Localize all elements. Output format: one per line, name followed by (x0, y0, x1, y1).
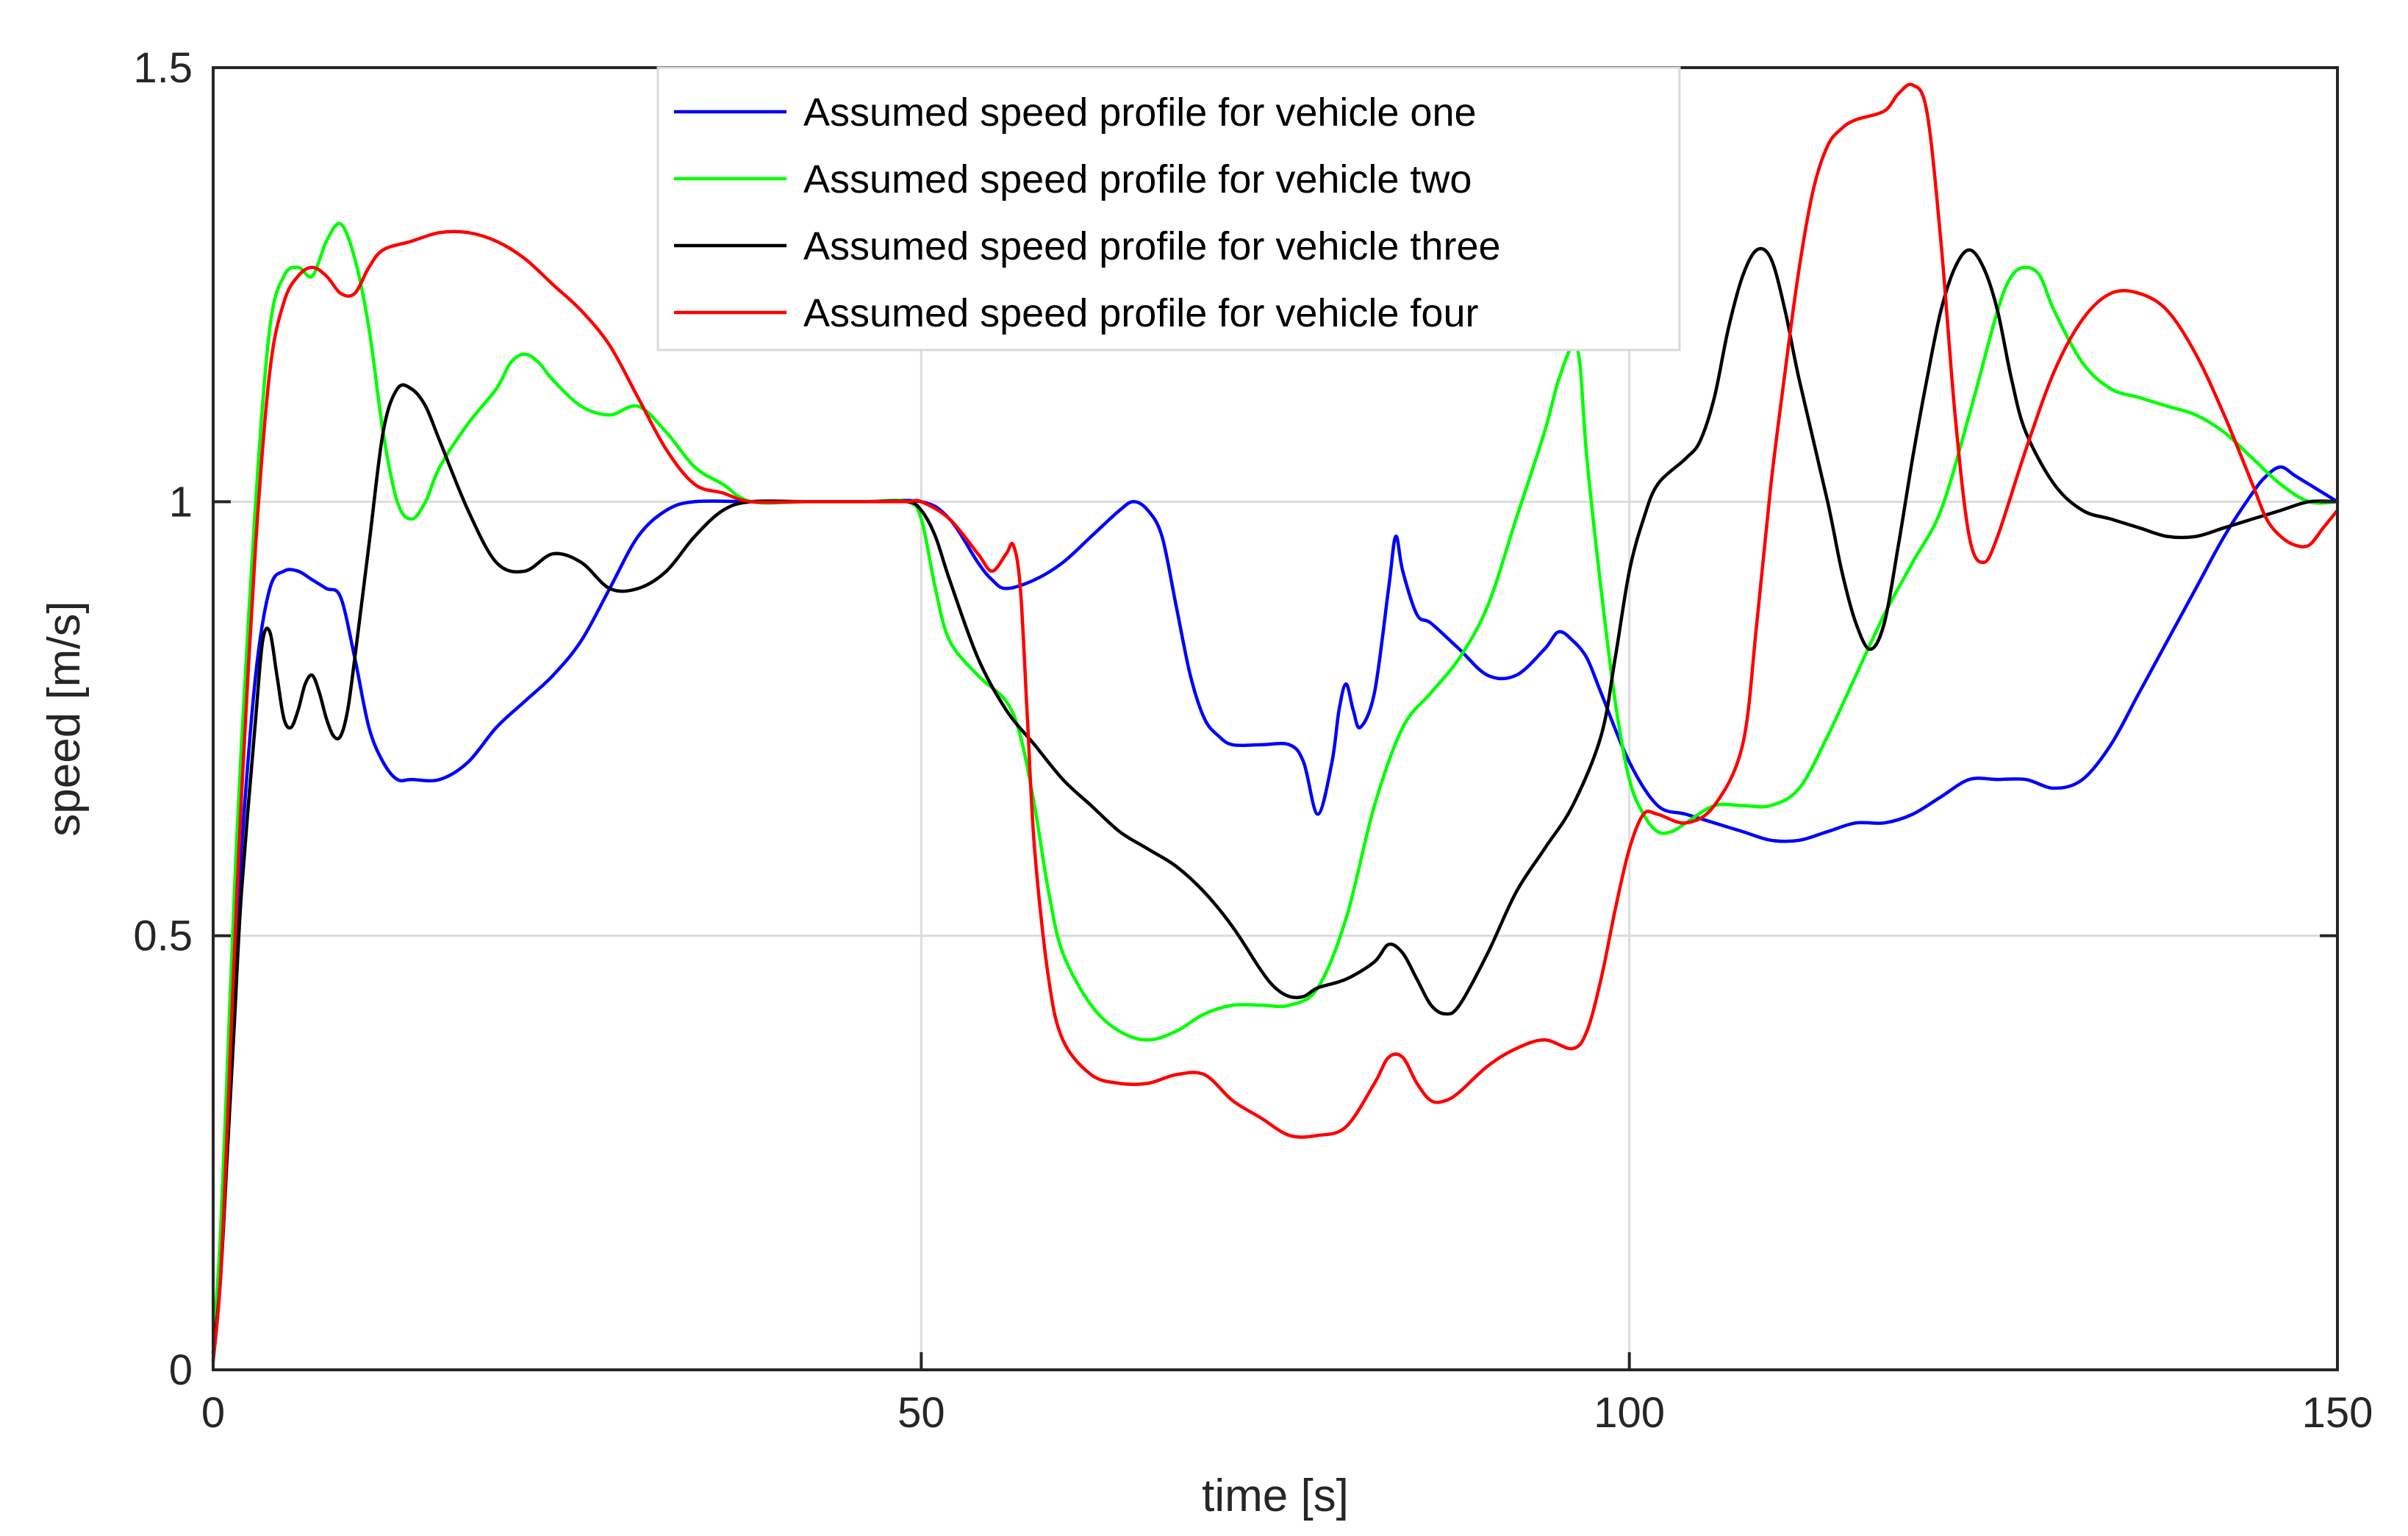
y-tick-label: 1.5 (133, 44, 193, 92)
legend-entry-label: Assumed speed profile for vehicle three (803, 224, 1501, 268)
x-tick-label: 100 (1594, 1389, 1665, 1437)
x-axis-label: time [s] (1202, 1471, 1349, 1521)
x-tick-label: 0 (201, 1389, 225, 1437)
series-line-2 (211, 221, 2340, 1346)
series-line-3 (211, 246, 2340, 1354)
x-tick-label: 150 (2302, 1389, 2373, 1437)
series-lines (211, 82, 2340, 1363)
y-axis-label: speed [m/s] (39, 601, 90, 836)
x-tick-label: 50 (897, 1389, 945, 1437)
y-tick-label: 0.5 (133, 912, 193, 960)
y-tick-label: 0 (169, 1346, 193, 1394)
legend-entry-label: Assumed speed profile for vehicle one (803, 90, 1477, 135)
legend-box (656, 66, 1681, 351)
legend: Assumed speed profile for vehicle one Ass… (656, 66, 1681, 351)
axis-ticks: 0 50 100 150 0 0.5 1 1.5 (133, 44, 2373, 1437)
series-line-1 (211, 465, 2340, 1354)
legend-entry-label: Assumed speed profile for vehicle two (803, 157, 1472, 201)
y-tick-label: 1 (169, 478, 193, 526)
legend-entry-label: Assumed speed profile for vehicle four (803, 291, 1478, 335)
series-line-4 (211, 82, 2340, 1363)
